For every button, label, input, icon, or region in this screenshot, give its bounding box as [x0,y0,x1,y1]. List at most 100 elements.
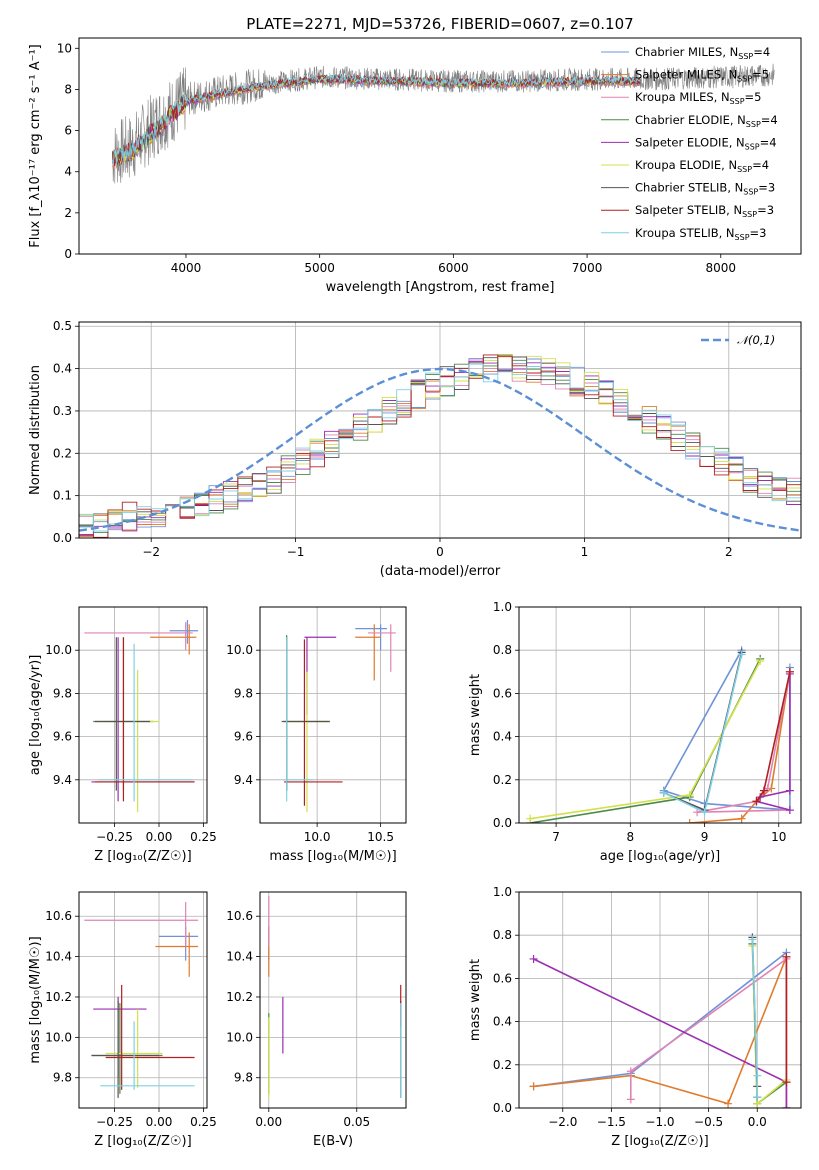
legend-entry: 𝒩(0,1) [737,333,775,347]
y-tick-label: 0.5 [53,319,72,333]
legend-entry: Chabrier ELODIE, NSSP=4 [635,113,778,129]
normal-reference-curve [79,367,801,532]
y-tick-label: 0.0 [493,1101,512,1115]
y-tick-label: 2 [64,206,72,220]
errorbar-point [150,624,197,655]
y-tick-label: 4 [64,165,72,179]
y-tick-label: 9.8 [234,1071,253,1085]
y-tick-label: 0.2 [493,773,512,787]
errorbar-point [282,637,314,802]
y-tick-label: 0.2 [53,446,72,460]
axes-frame [518,606,802,824]
plot-area [84,619,199,813]
errorbar-point [367,624,396,672]
x-tick-label: −2 [142,545,160,559]
errorbar-point [98,643,193,802]
x-tick-label: 4000 [171,261,202,275]
legend-entry: Kroupa ELODIE, NSSP=4 [635,158,769,174]
y-tick-label: 10 [57,41,72,55]
plot-area [79,354,801,538]
weight-marker [737,650,746,659]
y-tick-label: 10.4 [45,950,72,964]
legend: Chabrier MILES, NSSP=4 Salpeter MILES, NS… [601,45,778,242]
x-axis-label: (data-model)/error [380,564,501,579]
errorbar-point [105,984,195,1090]
weight-marker [526,814,535,823]
y-tick-label: 0.8 [493,928,512,942]
plot-area [281,624,396,813]
axes: 4000 5000 6000 7000 8000 0 2 4 6 8 10 wavelength [A… [28,37,802,295]
x-tick-label: −1 [287,545,305,559]
panel-spectrum: 4000 5000 6000 7000 8000 0 2 4 6 8 10 wavelength [A… [28,37,802,295]
y-tick-label: 0.4 [493,1015,512,1029]
y-tick-label: 10.0 [226,1030,253,1044]
x-tick-label: −0.5 [694,1115,723,1129]
weight-marker [753,1071,762,1080]
axes: −0.25 0.00 0.25 9.8 10.0 10.2 10.4 10.6 Z [log₁₀… [28,891,217,1149]
axes-frame [78,606,208,824]
y-tick-label: 9.8 [53,686,72,700]
legend: 𝒩(0,1) [701,333,775,347]
errorbar-point [91,1001,159,1098]
weight-marker [748,935,757,944]
axes: −0.25 0.00 0.25 9.4 9.6 9.8 10.0 Z [log₁₀(Z/Z☉)… [28,606,217,864]
y-tick-label: 10.6 [45,909,72,923]
x-tick-label: 8 [626,830,634,844]
axes-frame [78,37,802,255]
plot-area [268,896,402,1098]
y-tick-label: 10.2 [45,990,72,1004]
panel-residuals: −2 −1 0 1 2 0.0 0.1 0.2 0.3 0.4 0.5 (data-model)/er… [28,319,802,579]
y-tick-label: 10.0 [45,643,72,657]
legend-entry: Kroupa MILES, NSSP=5 [635,90,761,106]
weight-marker [626,1095,635,1104]
plot-area [112,63,775,184]
y-tick-label: 0.6 [493,686,512,700]
plot-area [84,902,199,1098]
y-tick-label: 10.2 [226,990,253,1004]
x-tick-label: −1.5 [597,1115,626,1129]
x-axis-label: wavelength [Angstrom, rest frame] [326,280,555,295]
weight-marker [782,1078,791,1087]
x-tick-label: 6000 [438,261,469,275]
x-axis-label: Z [log₁₀(Z/Z☉)] [611,1134,708,1149]
x-tick-label: 9 [701,830,709,844]
x-tick-label: −0.25 [96,830,133,844]
panel-weight-vs-Z: −2.0 −1.5 −1.0 −0.5 0.0 0.0 0.2 0.4 0.6 0.8 1.0 Z [… [468,885,802,1149]
x-tick-label: 0.0 [748,1115,767,1129]
weight-marker [724,1099,733,1108]
panel-age-vs-mass: 10.0 10.5 9.4 9.6 9.8 10.0 mass [log₁₀(M/M☉)] [226,606,407,864]
y-axis-label: mass [log₁₀(M/M☉)] [28,936,43,1063]
y-tick-label: 1.0 [493,885,512,899]
panel-weight-vs-age: 7 8 9 10 0.0 0.2 0.4 0.6 0.8 1.0 age [log₁₀(age/yr… [468,600,802,864]
legend-entry: Salpeter ELODIE, NSSP=4 [635,135,777,151]
y-tick-label: 0.3 [53,404,72,418]
weight-marker [782,952,791,961]
legend-entry: Kroupa STELIB, NSSP=3 [635,226,766,242]
y-axis-label: Flux [f_λ10⁻¹⁷ erg cm⁻² s⁻¹ A⁻¹] [28,44,43,248]
weight-marker [626,1067,635,1076]
y-tick-label: 1.0 [493,600,512,614]
y-tick-label: 10.0 [45,1030,72,1044]
weight-marker [785,786,794,795]
y-tick-label: 0.6 [493,971,512,985]
y-tick-label: 0.1 [53,489,72,503]
errorbar-point [95,637,195,802]
weight-marker [685,790,694,799]
errorbar-point [100,1021,195,1090]
x-tick-label: 0.00 [146,1115,173,1129]
weight-marker [785,667,794,676]
weight-marker [756,657,765,665]
axes: −2.0 −1.5 −1.0 −0.5 0.0 0.0 0.2 0.4 0.6 0.8 1.0 Z [… [468,885,802,1149]
x-tick-label: 8000 [706,261,737,275]
y-tick-label: 9.8 [53,1071,72,1085]
errorbar-point [169,619,199,644]
y-tick-label: 0.0 [53,531,72,545]
y-tick-label: 6 [64,124,72,138]
axes-frame [259,606,407,824]
plot-area [529,933,791,1108]
y-tick-label: 0.8 [493,643,512,657]
residual-histogram-8 [79,361,801,538]
y-tick-label: 9.4 [234,773,253,787]
model-spectrum-8 [112,74,641,166]
